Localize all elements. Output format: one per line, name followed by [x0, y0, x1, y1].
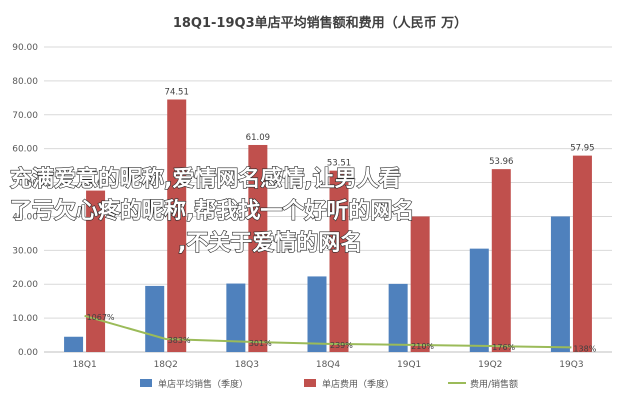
y-tick-label: 70.00	[12, 111, 38, 121]
bar-cost-18Q1	[86, 190, 106, 352]
overlay-line-3: ,不关于爱情的网名	[178, 230, 362, 256]
overlay-line-2: 了亏欠心疼的昵称,帮我找一个好听的网名	[10, 198, 414, 224]
legend-label-2: 费用/销售额	[470, 378, 518, 390]
y-tick-label: 10.00	[12, 314, 38, 324]
data-label-ratio-18Q1: 1067%	[87, 313, 115, 322]
data-label-cost-18Q4: 53.51	[327, 159, 351, 169]
bar-sales-19Q1	[388, 283, 408, 352]
data-label-ratio-19Q2: 176%	[492, 343, 515, 352]
data-label-ratio-19Q1: 210%	[411, 342, 434, 351]
y-tick-label: 40.00	[12, 212, 38, 222]
overlay-line-1: 充满爱意的昵称,爱情网名感情,让男人看	[10, 166, 401, 192]
data-label-cost-19Q2: 53.96	[489, 157, 513, 167]
legend-label-0: 单店平均销售（季度）	[158, 378, 248, 390]
legend-label-1: 单店费用（季度）	[322, 378, 394, 390]
bar-sales-18Q4	[307, 276, 327, 352]
x-tick-label: 18Q1	[72, 360, 96, 370]
x-tick-label: 18Q2	[154, 360, 178, 370]
bar-cost-19Q3	[572, 155, 592, 352]
data-label-cost-18Q2: 74.51	[165, 87, 189, 97]
legend-swatch-1	[304, 379, 316, 387]
bar-cost-19Q2	[491, 169, 511, 352]
y-tick-label: 60.00	[12, 145, 38, 155]
data-label-ratio-18Q2: 383%	[168, 336, 191, 345]
bars: 47.63 74.51 61.09 53.51 53.96 57.95	[64, 87, 595, 352]
y-tick-label: 50.00	[12, 179, 38, 189]
data-label-ratio-18Q3: 301%	[249, 339, 272, 348]
x-tick-label: 19Q1	[397, 360, 421, 370]
x-tick-label: 18Q4	[316, 360, 341, 370]
x-tick-label: 19Q2	[478, 360, 502, 370]
bar-sales-19Q2	[469, 248, 489, 352]
ratio-line: 1067% 383% 301% 239% 210% 176% 138%	[84, 313, 597, 353]
x-axis-ticks: 18Q1 18Q2 18Q3 18Q4 19Q1 19Q2 19Q3	[72, 360, 583, 370]
bar-cost-19Q1	[410, 216, 430, 352]
data-label-ratio-18Q4: 239%	[330, 341, 353, 350]
chart-title: 18Q1-19Q3单店平均销售额和费用（人民币 万）	[173, 15, 467, 31]
bar-sales-18Q2	[145, 285, 165, 352]
bar-sales-18Q1	[64, 336, 84, 352]
overlay-text: 充满爱意的昵称,爱情网名感情,让男人看 了亏欠心疼的昵称,帮我找一个好听的网名 …	[9, 165, 415, 256]
data-label-cost-18Q1: 47.63	[83, 179, 107, 189]
data-label-cost-19Q3: 57.95	[570, 144, 594, 154]
y-tick-label: 30.00	[12, 246, 38, 256]
y-tick-label: 90.00	[12, 43, 38, 53]
gridlines	[44, 46, 612, 353]
bar-sales-19Q3	[550, 216, 570, 352]
y-tick-label: 20.00	[12, 280, 38, 290]
y-tick-label: 80.00	[12, 77, 38, 87]
x-tick-label: 19Q3	[559, 360, 583, 370]
x-tick-label: 18Q3	[235, 360, 259, 370]
bar-cost-18Q4	[329, 170, 349, 352]
y-axis-ticks: 0.00 10.00 20.00 30.00 40.00 50.00 60.00 70.00 8…	[12, 43, 38, 358]
y-tick-label: 0.00	[18, 348, 38, 358]
bar-sales-18Q3	[226, 283, 246, 352]
bar-cost-18Q2	[167, 99, 187, 352]
data-label-cost-18Q3: 61.09	[246, 133, 270, 143]
legend: 单店平均销售（季度） 单店费用（季度） 费用/销售额	[140, 378, 518, 390]
bar-cost-18Q3	[248, 144, 268, 352]
data-label-ratio-19Q3: 138%	[573, 344, 596, 353]
legend-swatch-0	[140, 379, 152, 387]
ratio-line-path	[84, 314, 572, 349]
